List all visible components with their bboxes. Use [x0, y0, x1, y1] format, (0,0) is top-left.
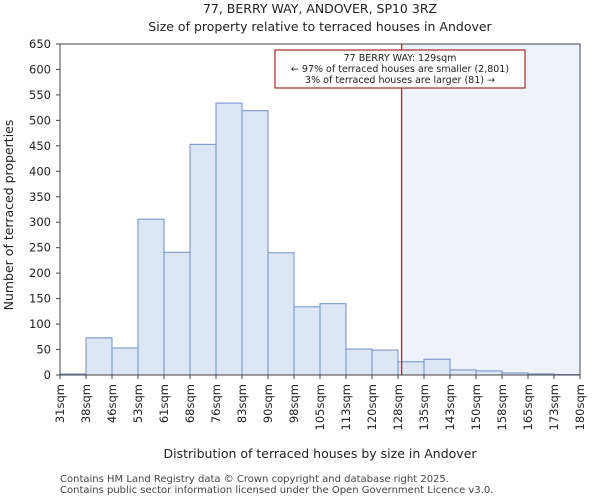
x-tick-label: 135sqm	[417, 384, 431, 430]
x-axis-label: Distribution of terraced houses by size …	[163, 446, 477, 461]
larger-region-shading	[401, 44, 580, 375]
annotation-box	[274, 49, 526, 89]
x-tick-label: 46sqm	[105, 384, 119, 423]
y-axis-label: Number of terraced properties	[1, 120, 16, 311]
x-tick-label: 143sqm	[443, 384, 457, 430]
chart-subtitle: Size of property relative to terraced ho…	[148, 19, 492, 34]
x-tick-label: 128sqm	[391, 384, 405, 430]
footer-attribution: Contains HM Land Registry data © Crown c…	[60, 474, 493, 496]
histogram-bar	[215, 102, 243, 376]
x-tick-label: 83sqm	[235, 384, 249, 423]
histogram-bar	[163, 251, 191, 376]
y-tick-label: 650	[29, 37, 51, 51]
y-tick-label: 400	[29, 164, 51, 178]
histogram-bar	[345, 348, 373, 376]
footer-line-2: Contains public sector information licen…	[60, 485, 494, 496]
x-tick-label: 76sqm	[209, 384, 223, 423]
x-tick-label: 38sqm	[79, 384, 93, 423]
x-tick-label: 120sqm	[365, 384, 379, 430]
x-tick-label: 173sqm	[547, 384, 561, 430]
y-tick-label: 450	[29, 139, 51, 153]
y-tick-label: 150	[29, 292, 51, 306]
x-tick-label: 158sqm	[495, 384, 509, 430]
y-tick-label: 100	[29, 317, 51, 331]
annotation-line-2: ← 97% of terraced houses are smaller (2,…	[291, 64, 509, 75]
histogram-bar	[111, 347, 139, 376]
x-tick-label: 180sqm	[573, 384, 587, 430]
histogram-bar	[293, 306, 321, 376]
histogram-bar	[449, 369, 477, 376]
footer-line-1: Contains HM Land Registry data © Crown c…	[60, 474, 449, 485]
chart-title: 77, BERRY WAY, ANDOVER, SP10 3RZ	[203, 1, 437, 16]
plot-frame	[59, 43, 581, 376]
x-tick-label: 68sqm	[183, 384, 197, 423]
histogram-bar	[371, 349, 399, 376]
histogram-chart: 77, BERRY WAY, ANDOVER, SP10 3RZ Size of…	[1, 1, 587, 461]
annotation-line-3: 3% of terraced houses are larger (81) →	[305, 75, 495, 86]
y-tick-label: 250	[29, 241, 51, 255]
histogram-bar	[241, 110, 269, 376]
plot-area: 0 50 100 150 200 250 300 350 400 450 500 550 600 650 3…	[29, 37, 587, 430]
histogram-bar	[423, 358, 451, 376]
x-tick-label: 113sqm	[339, 384, 353, 430]
y-tick-label: 500	[29, 113, 51, 127]
x-tick-label: 98sqm	[287, 384, 301, 423]
y-tick-label: 200	[29, 266, 51, 280]
histogram-bar	[475, 370, 503, 376]
histogram-bar	[85, 337, 113, 376]
x-tick-label: 31sqm	[53, 384, 67, 423]
y-tick-label: 600	[29, 62, 51, 76]
x-tick-label: 90sqm	[261, 384, 275, 423]
x-tick-label: 165sqm	[521, 384, 535, 430]
histogram-bar	[319, 303, 347, 376]
x-tick-label: 53sqm	[131, 384, 145, 423]
x-tick-label: 105sqm	[313, 384, 327, 430]
histogram-bar	[137, 218, 165, 376]
y-tick-label: 350	[29, 190, 51, 204]
histogram-bar	[267, 252, 295, 376]
annotation-line-1: 77 BERRY WAY: 129sqm	[344, 53, 457, 64]
x-tick-label: 61sqm	[157, 384, 171, 423]
histogram-bar	[189, 143, 217, 376]
y-tick-label: 50	[36, 343, 51, 357]
y-tick-label: 550	[29, 88, 51, 102]
y-tick-label: 0	[44, 368, 51, 382]
y-tick-label: 300	[29, 215, 51, 229]
x-tick-label: 150sqm	[469, 384, 483, 430]
